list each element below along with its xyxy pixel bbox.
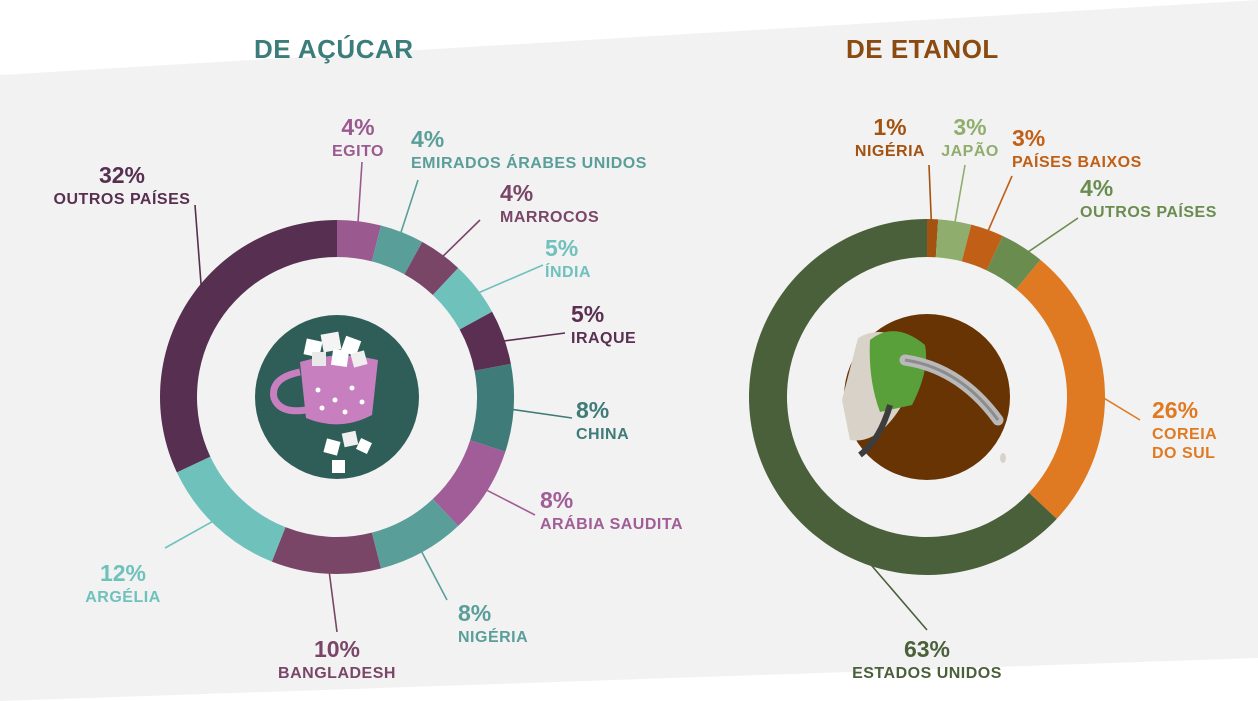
ethanol-label-paises-baixos: 3% PAÍSES BAIXOS: [1012, 127, 1142, 172]
slice-percent: 4%: [341, 114, 375, 140]
ethanol-leader-line-5: [780, 459, 928, 631]
sugar-leader-line-6: [470, 481, 536, 516]
ethanol-leader-line-2: [980, 175, 1013, 248]
sugar-leader-line-4: [486, 332, 566, 345]
slice-percent: 1%: [873, 114, 907, 140]
slice-percent: 4%: [1080, 175, 1114, 201]
slice-country: ARÁBIA SAUDITA: [540, 516, 683, 533]
sugar-label-outros-paises: 32% OUTROS PAÍSES: [54, 164, 191, 209]
slice-percent: 12%: [99, 560, 147, 586]
ethanol-label-estados-unidos: 63% ESTADOS UNIDOS: [852, 638, 1002, 683]
slice-country: OUTROS PAÍSES: [1080, 204, 1217, 221]
slice-country: PAÍSES BAIXOS: [1012, 154, 1142, 171]
slice-percent: 3%: [1012, 125, 1046, 151]
slice-country: JAPÃO: [941, 143, 999, 160]
sugar-label-marrocos: 4% MARROCOS: [500, 182, 599, 227]
slice-percent: 5%: [545, 235, 579, 261]
slice-country: OUTROS PAÍSES: [53, 191, 191, 208]
sugar-label-egito: 4% EGITO: [332, 116, 384, 161]
sugar-leader-line-0: [356, 161, 363, 240]
slice-percent: 4%: [500, 180, 534, 206]
ethanol-leader-line-4: [1085, 386, 1141, 421]
sugar-leader-line-7: [412, 535, 448, 601]
ethanol-label-coreia-do-sul: 26% COREIA DO SUL: [1152, 399, 1237, 463]
slice-country: ÍNDIA: [545, 264, 592, 281]
ethanol-slice-2: [961, 224, 1003, 271]
slice-country: COREIA DO SUL: [1152, 426, 1217, 463]
sugar-slice-4: [459, 311, 511, 371]
slice-country: BANGLADESH: [278, 665, 396, 682]
ethanol-slice-5: [749, 219, 1057, 575]
slice-percent: 32%: [98, 162, 146, 188]
sugar-slice-1: [371, 225, 423, 275]
ethanol-leader-line-1: [951, 164, 966, 241]
slice-percent: 8%: [576, 397, 610, 423]
slice-country: NIGÉRIA: [854, 143, 926, 160]
sugar-slice-10: [159, 220, 337, 473]
sugar-label-bangladesh: 10% BANGLADESH: [278, 638, 396, 683]
slice-percent: 8%: [458, 600, 492, 626]
slice-country: EGITO: [332, 143, 384, 160]
sugar-label-emirados: 4% EMIRADOS ÁRABES UNIDOS: [411, 128, 647, 173]
sugar-slice-0: [337, 220, 382, 262]
ethanol-leader-line-3: [1011, 217, 1079, 264]
slice-country: ARGÉLIA: [85, 589, 161, 606]
slice-percent: 63%: [903, 636, 951, 662]
slice-percent: 5%: [571, 301, 605, 327]
sugar-leader-line-10: [194, 204, 204, 313]
sugar-chart-title: DE AÇÚCAR: [254, 34, 414, 64]
sugar-slice-7: [371, 499, 459, 569]
sugar-label-nigeria: 8% NIGÉRIA: [458, 602, 528, 647]
ethanol-slice-1: [935, 219, 972, 262]
ethanol-label-outros-paises: 4% OUTROS PAÍSES: [1080, 177, 1217, 222]
sugar-leader-line-2: [429, 219, 481, 270]
slice-country: IRAQUE: [571, 330, 637, 347]
sugar-label-china: 8% CHINA: [576, 399, 629, 444]
sugar-leader-line-9: [164, 511, 229, 549]
sugar-cup-icon: [255, 315, 419, 479]
ethanol-label-nigeria: 1% NIGÉRIA: [855, 116, 925, 161]
ethanol-slice-4: [1016, 259, 1105, 519]
slice-country: ESTADOS UNIDOS: [852, 665, 1002, 682]
sugar-leader-line-3: [461, 264, 544, 301]
slice-percent: 10%: [313, 636, 361, 662]
sugar-label-iraque: 5% IRAQUE: [571, 303, 636, 348]
slice-country: MARROCOS: [500, 209, 600, 226]
sugar-slice-9: [176, 456, 286, 562]
ethanol-chart-title: DE ETANOL: [846, 34, 999, 64]
sugar-label-india: 5% ÍNDIA: [545, 237, 591, 282]
slice-percent: 26%: [1152, 397, 1199, 423]
slice-percent: 4%: [411, 126, 445, 152]
fuel-nozzle-icon: [842, 314, 1010, 480]
slice-country: CHINA: [576, 426, 630, 443]
sugar-label-arabia-saudita: 8% ARÁBIA SAUDITA: [540, 489, 683, 534]
ethanol-leader-line-0: [928, 164, 933, 239]
ethanol-label-japao: 3% JAPÃO: [941, 116, 999, 161]
sugar-slice-3: [432, 267, 493, 330]
sugar-leader-line-5: [495, 406, 573, 419]
sugar-slice-6: [432, 440, 506, 527]
sugar-slice-8: [271, 527, 382, 574]
slice-percent: 3%: [953, 114, 987, 140]
sugar-label-argelia: 12% ARGÉLIA: [85, 562, 161, 607]
slice-country: EMIRADOS ÁRABES UNIDOS: [411, 155, 647, 172]
slice-percent: 8%: [540, 487, 574, 513]
slice-country: NIGÉRIA: [458, 629, 529, 646]
ethanol-slice-0: [927, 219, 939, 258]
sugar-leader-line-1: [394, 179, 419, 250]
sugar-leader-line-8: [326, 555, 338, 633]
sugar-slice-5: [470, 363, 514, 452]
